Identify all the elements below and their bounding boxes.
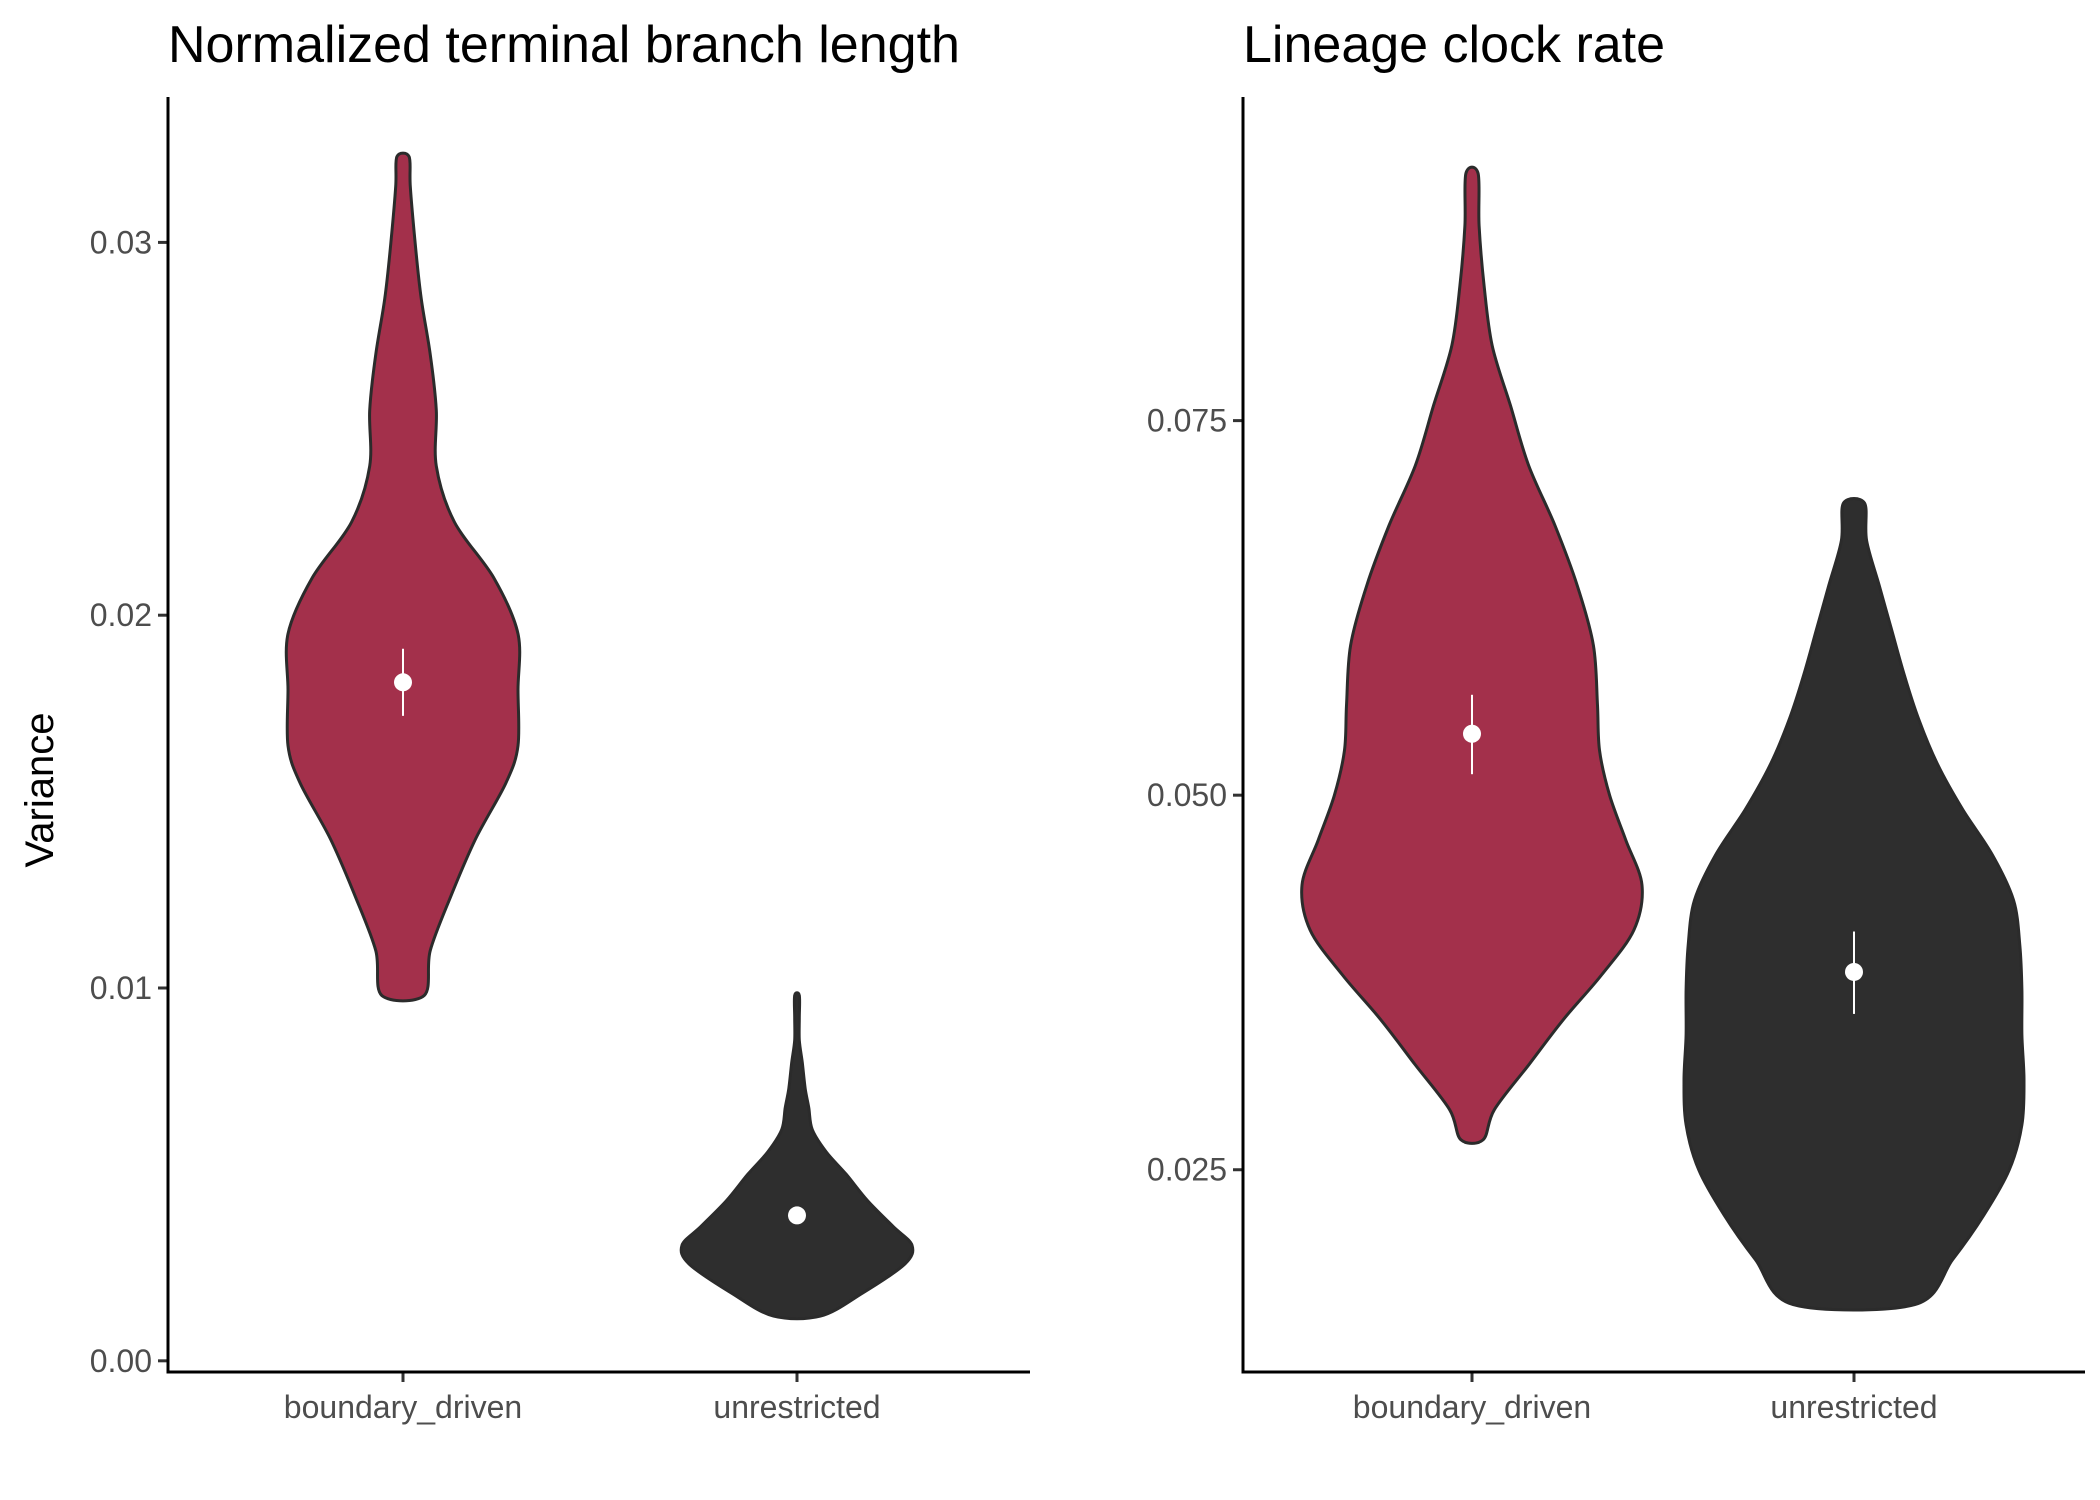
violin-boundary_driven [284,151,522,1003]
panel-branch-length: Normalized terminal branch length Varian… [18,16,1030,1425]
y-tick-label: 0.050 [1147,777,1227,813]
ticks: 0.00 0.01 0.02 0.03 boundary_driven unrestric… [90,224,881,1425]
y-tick-label: 0.01 [90,970,152,1006]
y-tick-label: 0.02 [90,597,152,633]
mean-point-unrestricted [1845,962,1863,981]
mean-point-boundary_driven [1463,724,1481,743]
panel-title: Normalized terminal branch length [168,16,960,74]
x-tick-label: boundary_driven [1353,1389,1591,1425]
panel-title: Lineage clock rate [1243,16,1665,74]
x-tick-label: unrestricted [713,1389,880,1425]
mean-point-unrestricted [788,1206,806,1225]
y-tick-label: 0.075 [1147,403,1227,439]
violins [1300,165,2026,1312]
y-tick-label: 0.025 [1147,1152,1227,1188]
violin-boundary_driven [1300,165,1644,1145]
x-tick-label: boundary_driven [284,1389,522,1425]
panel-clock-rate: Lineage clock rate 0.025 0.050 0.075 bounda… [1147,16,2085,1425]
y-tick-label: 0.00 [90,1343,152,1379]
y-axis-title: Variance [18,713,62,868]
ticks: 0.025 0.050 0.075 boundary_driven unrestrict… [1147,403,1938,1425]
violin-unrestricted [1682,497,2026,1312]
mean-point-boundary_driven [394,673,412,692]
violins [284,151,915,1321]
x-tick-label: unrestricted [1770,1389,1937,1425]
y-tick-label: 0.03 [90,224,152,260]
violin-unrestricted [679,991,915,1321]
